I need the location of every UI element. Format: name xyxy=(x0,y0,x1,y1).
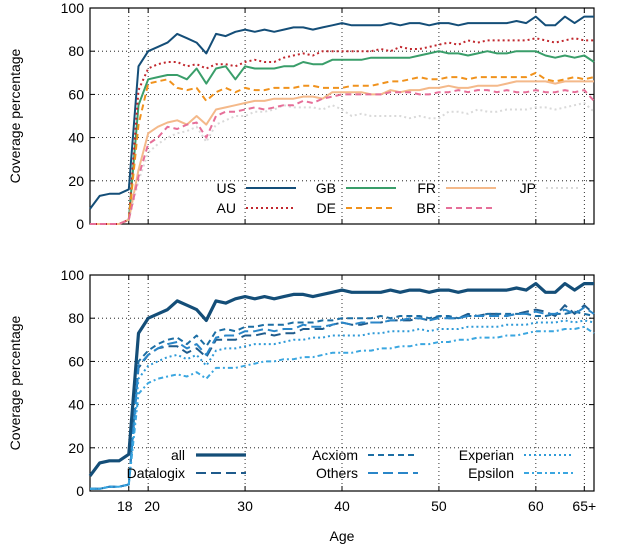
series-line-br xyxy=(90,89,595,225)
series-line-gb xyxy=(90,50,595,225)
series-line-fr xyxy=(90,80,594,225)
y-tick-label: 0 xyxy=(76,483,84,499)
legend-label-fr: FR xyxy=(417,180,436,196)
y-tick-label: 40 xyxy=(68,397,84,413)
bottom-legend: all Datalogix Acxiom Others Experian Epsilon xyxy=(127,447,574,481)
x-tick-label: 18 xyxy=(117,498,133,514)
y-tick-label: 20 xyxy=(68,440,84,456)
series-line-au xyxy=(90,37,594,225)
series-line-all xyxy=(88,282,594,477)
y-tick-label: 100 xyxy=(61,267,85,283)
series-line-epsilon xyxy=(90,325,595,490)
top-legend: US GB FR JP AU DE BR xyxy=(217,180,580,216)
legend-label-de: DE xyxy=(317,200,336,216)
bottom-y-ticks: 0 20 40 60 80 100 xyxy=(61,267,594,499)
y-tick-label: 80 xyxy=(68,43,84,59)
bottom-x-ticks: 18 20 30 40 50 60 65+ xyxy=(117,275,596,514)
top-series-lines xyxy=(89,15,595,225)
top-y-axis-label: Coverage percentage xyxy=(7,48,23,183)
series-line-acxiom xyxy=(90,310,595,490)
bottom-series-lines xyxy=(88,282,595,490)
series-line-others xyxy=(90,306,595,490)
legend-label-us: US xyxy=(217,180,236,196)
top-chart: 0 20 40 60 80 100 US GB FR JP AU DE BR Coverage per… xyxy=(7,0,595,232)
bottom-chart: 0 20 40 60 80 100 18 20 30 40 50 60 65+ all Datalogi… xyxy=(7,267,596,544)
top-gridlines xyxy=(90,8,594,224)
x-tick-label: 40 xyxy=(334,498,350,514)
bottom-x-axis-label: Age xyxy=(330,528,355,544)
legend-label-au: AU xyxy=(217,200,236,216)
bottom-y-axis-label: Coverage percentage xyxy=(7,315,23,450)
y-tick-label: 60 xyxy=(68,86,84,102)
legend-label-others: Others xyxy=(316,465,358,481)
y-tick-label: 0 xyxy=(76,216,84,232)
series-line-jp xyxy=(90,102,595,225)
y-tick-label: 80 xyxy=(68,310,84,326)
legend-label-acxiom: Acxiom xyxy=(312,447,358,463)
y-tick-label: 100 xyxy=(61,0,85,16)
y-tick-label: 40 xyxy=(68,130,84,146)
series-line-de xyxy=(90,71,595,225)
legend-label-experian: Experian xyxy=(459,447,514,463)
x-tick-label: 65+ xyxy=(572,498,596,514)
series-line-us xyxy=(89,15,594,210)
legend-label-br: BR xyxy=(417,200,436,216)
x-tick-label: 60 xyxy=(528,498,544,514)
x-tick-label: 50 xyxy=(431,498,447,514)
y-tick-label: 60 xyxy=(68,353,84,369)
x-tick-label: 20 xyxy=(144,498,160,514)
legend-label-all: all xyxy=(171,447,185,463)
legend-label-datalogix: Datalogix xyxy=(127,465,185,481)
top-x-ticks xyxy=(128,8,585,224)
legend-label-epsilon: Epsilon xyxy=(468,465,514,481)
y-tick-label: 20 xyxy=(68,173,84,189)
x-tick-label: 30 xyxy=(237,498,253,514)
legend-label-jp: JP xyxy=(520,180,536,196)
legend-label-gb: GB xyxy=(316,180,336,196)
